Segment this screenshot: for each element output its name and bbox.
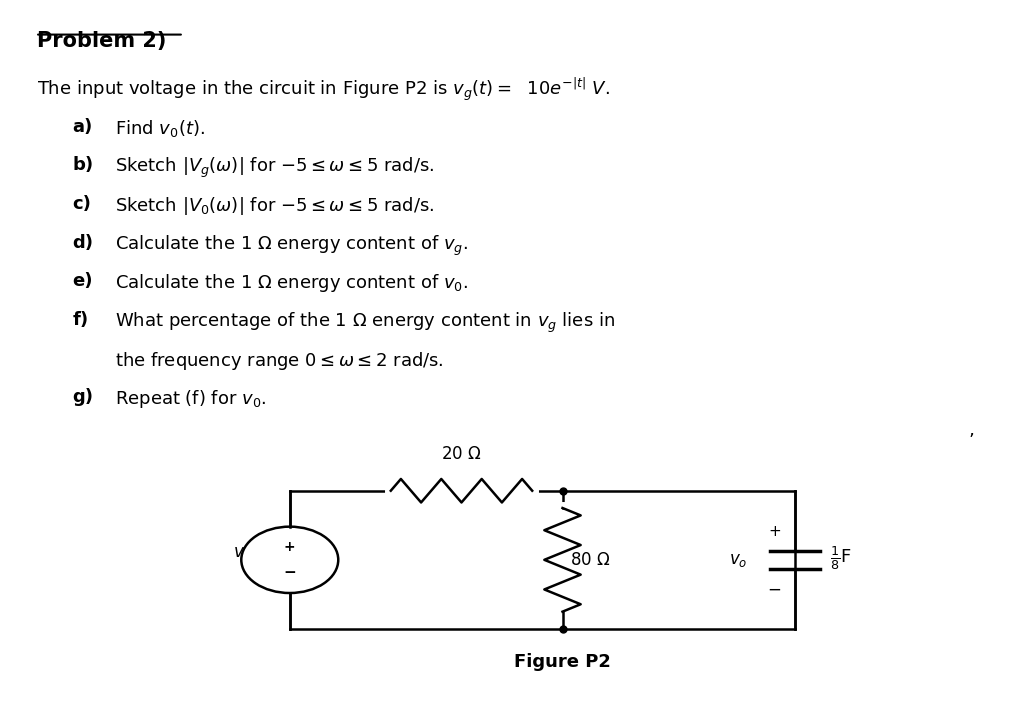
Text: b): b) (73, 157, 94, 174)
Text: Figure P2: Figure P2 (514, 653, 611, 671)
Text: e): e) (73, 272, 93, 290)
Text: $\frac{1}{8}$F: $\frac{1}{8}$F (830, 544, 852, 572)
Text: +: + (768, 524, 781, 539)
Text: What percentage of the 1 $\Omega$ energy content in $v_g$ lies in: What percentage of the 1 $\Omega$ energy… (115, 311, 615, 336)
Text: The input voltage in the circuit in Figure P2 is $v_g(t) =\ \ 10e^{-|t|}\ V$.: The input voltage in the circuit in Figu… (37, 76, 610, 104)
Text: f): f) (73, 311, 89, 329)
Text: d): d) (73, 233, 93, 252)
Text: the frequency range $0 \leq \omega \leq 2$ rad/s.: the frequency range $0 \leq \omega \leq … (115, 350, 443, 372)
Text: 80 $\Omega$: 80 $\Omega$ (569, 551, 610, 569)
Text: $v_g$: $v_g$ (232, 546, 251, 567)
Text: 20 $\Omega$: 20 $\Omega$ (441, 445, 481, 463)
Text: Sketch $|V_g(\omega)|$ for $-5 \leq \omega \leq 5$ rad/s.: Sketch $|V_g(\omega)|$ for $-5 \leq \ome… (115, 157, 434, 180)
Circle shape (242, 527, 338, 593)
Text: ’: ’ (969, 432, 975, 450)
Text: Calculate the 1 $\Omega$ energy content of $v_0$.: Calculate the 1 $\Omega$ energy content … (115, 272, 468, 294)
Text: g): g) (73, 388, 93, 407)
Text: −: − (284, 565, 296, 580)
Text: Repeat (f) for $v_0$.: Repeat (f) for $v_0$. (115, 388, 266, 410)
Text: Find $v_0(t)$.: Find $v_0(t)$. (115, 118, 205, 138)
Text: a): a) (73, 118, 93, 135)
Text: −: − (768, 580, 781, 599)
Text: Calculate the 1 $\Omega$ energy content of $v_g$.: Calculate the 1 $\Omega$ energy content … (115, 233, 468, 258)
Text: $v_o$: $v_o$ (729, 551, 748, 569)
Text: +: + (284, 539, 296, 553)
Text: Problem 2): Problem 2) (37, 31, 167, 51)
Text: Sketch $|V_0(\omega)|$ for $-5 \leq \omega \leq 5$ rad/s.: Sketch $|V_0(\omega)|$ for $-5 \leq \ome… (115, 195, 434, 217)
Text: c): c) (73, 195, 91, 213)
